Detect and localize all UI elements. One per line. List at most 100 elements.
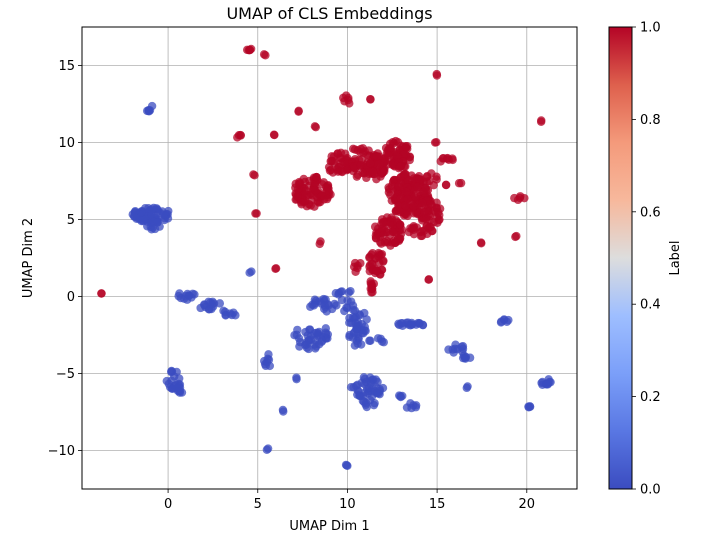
y-tick-label: −10 <box>48 444 75 459</box>
scatter-point <box>368 167 378 177</box>
scatter-point <box>337 287 347 296</box>
scatter-point <box>292 373 301 382</box>
scatter-point <box>427 201 437 210</box>
scatter-point <box>245 268 254 277</box>
scatter-point <box>461 354 470 363</box>
y-axis-label: UMAP Dim 2 <box>21 218 36 298</box>
scatter-point <box>387 213 396 222</box>
scatter-point <box>375 385 384 394</box>
colorbar-tick-label: 0.2 <box>640 390 661 405</box>
scatter-point <box>414 175 424 185</box>
scatter-point <box>350 306 360 315</box>
x-tick-label: 15 <box>429 497 446 512</box>
scatter-point <box>378 257 388 266</box>
scatter-point <box>221 307 230 317</box>
y-tick-label: 5 <box>67 213 75 228</box>
scatter-point <box>136 207 146 217</box>
scatter-point <box>294 107 303 116</box>
scatter-point <box>346 286 355 296</box>
scatter-point <box>350 154 360 164</box>
scatter-point <box>410 192 420 201</box>
y-tick-label: 15 <box>58 59 75 74</box>
scatter-point <box>250 171 259 180</box>
x-tick-label: 0 <box>164 497 172 512</box>
scatter-point <box>386 190 395 200</box>
scatter-point <box>366 94 375 104</box>
scatter-point <box>150 224 160 234</box>
scatter-point <box>380 167 389 176</box>
plot-frame <box>81 26 578 490</box>
scatter-point <box>345 99 354 108</box>
scatter-point <box>97 289 106 298</box>
scatter-point <box>422 221 431 231</box>
scatter-point <box>394 181 403 191</box>
scatter-point <box>372 266 381 275</box>
scatter-point <box>350 258 360 268</box>
scatter-point <box>293 191 302 200</box>
scatter-point <box>337 167 346 176</box>
scatter-point <box>271 264 280 273</box>
scatter-points <box>97 44 555 471</box>
colorbar <box>608 26 633 490</box>
scatter-point <box>347 318 356 328</box>
scatter-point <box>370 222 380 231</box>
scatter-point <box>451 340 460 349</box>
scatter-point <box>536 117 546 127</box>
scatter-point <box>434 215 443 225</box>
scatter-point <box>366 158 375 168</box>
scatter-point <box>427 226 437 236</box>
scatter-point <box>401 187 411 196</box>
scatter-point <box>260 359 270 369</box>
scatter-point <box>416 231 426 241</box>
scatter-point <box>457 342 467 351</box>
scatter-point <box>357 378 367 387</box>
scatter-point <box>356 148 365 157</box>
grid-lines <box>82 27 577 489</box>
scatter-point <box>371 234 381 243</box>
scatter-point <box>351 312 360 322</box>
x-tick-label: 10 <box>339 497 356 512</box>
scatter-point <box>432 172 441 181</box>
scatter-point <box>456 178 466 188</box>
scatter-point <box>158 210 168 219</box>
x-axis-label: UMAP Dim 1 <box>289 519 369 534</box>
scatter-point <box>497 317 506 326</box>
scatter-point <box>200 300 209 309</box>
scatter-point <box>403 194 412 204</box>
scatter-point <box>175 289 184 298</box>
scatter-point <box>358 168 367 178</box>
scatter-point <box>436 157 445 166</box>
scatter-point <box>383 238 392 247</box>
scatter-point <box>512 231 521 241</box>
scatter-point <box>311 344 320 353</box>
scatter-point <box>504 315 513 325</box>
scatter-point <box>263 444 273 453</box>
scatter-point <box>524 403 534 412</box>
scatter-point <box>395 207 405 217</box>
scatter-point <box>396 392 405 402</box>
scatter-point <box>396 193 406 203</box>
scatter-point <box>388 227 398 237</box>
scatter-point <box>419 207 429 217</box>
scatter-point <box>356 340 366 349</box>
scatter-point <box>396 319 406 328</box>
scatter-point <box>295 337 305 347</box>
scatter-point <box>372 151 381 161</box>
scatter-point <box>383 150 393 160</box>
scatter-point <box>190 290 199 299</box>
scatter-point <box>379 230 388 240</box>
scatter-point <box>261 51 270 60</box>
scatter-point <box>316 237 325 246</box>
scatter-point <box>376 334 386 344</box>
scatter-point <box>432 138 441 147</box>
scatter-point <box>145 106 155 115</box>
scatter-point <box>333 149 342 158</box>
scatter-point <box>409 201 418 211</box>
chart-title: UMAP of CLS Embeddings <box>226 4 432 23</box>
scatter-point <box>343 461 352 471</box>
scatter-point <box>317 191 327 201</box>
scatter-point <box>369 375 378 384</box>
scatter-point <box>305 325 315 334</box>
scatter-point <box>312 173 321 182</box>
